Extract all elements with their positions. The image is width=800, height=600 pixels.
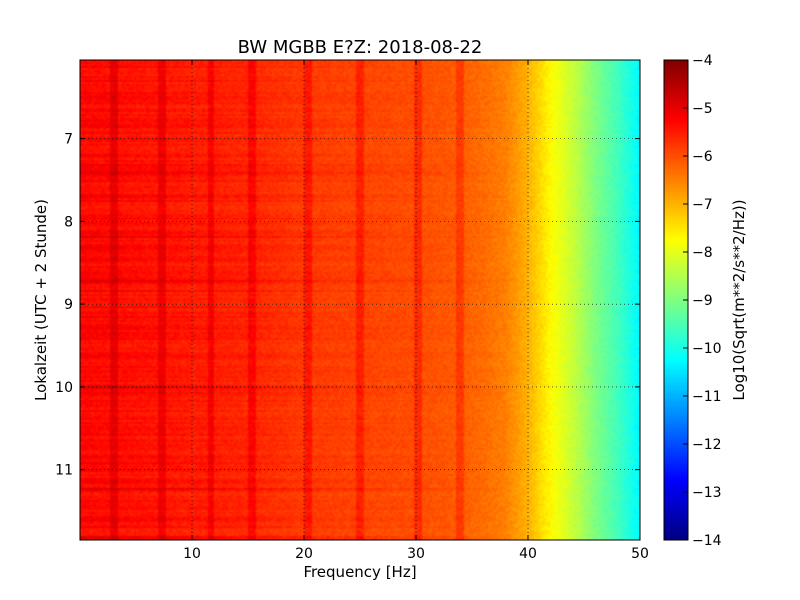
colorbar: −4 −5 −6 −7 −8 −9 −10 −11 −12 −13 −14 Log10(Sqrt(m… bbox=[663, 53, 748, 549]
spectrogram-plot: 10 20 30 40 50 7 8 9 10 11 bbox=[55, 59, 649, 562]
plot-frame bbox=[79, 59, 641, 541]
colorbar-label: Log10(Sqrt(m**2/s**2/Hz)) bbox=[730, 199, 748, 400]
y-tick-label: 8 bbox=[64, 214, 73, 230]
y-axis-label: Lokalzeit (UTC + 2 Stunde) bbox=[32, 199, 50, 401]
chart-title: BW MGBB E?Z: 2018-08-22 bbox=[238, 37, 483, 58]
colorbar-tick-label: −4 bbox=[692, 53, 713, 69]
y-axis-ticks: 7 8 9 10 11 bbox=[55, 132, 640, 479]
y-tick-label: 11 bbox=[55, 463, 73, 479]
colorbar-tick-label: −6 bbox=[692, 149, 713, 165]
colorbar-tick-label: −9 bbox=[692, 293, 713, 309]
colorbar-ticks: −4 −5 −6 −7 −8 −9 −10 −11 −12 −13 −14 bbox=[683, 53, 722, 549]
colorbar-tick-label: −11 bbox=[692, 389, 722, 405]
x-axis-label: Frequency [Hz] bbox=[303, 563, 416, 581]
colorbar-tick-label: −13 bbox=[692, 485, 722, 501]
grid-lines bbox=[80, 60, 640, 540]
colorbar-tick-label: −5 bbox=[692, 101, 713, 117]
y-tick-label: 10 bbox=[55, 380, 73, 396]
x-tick-label: 20 bbox=[295, 546, 313, 562]
x-axis-ticks: 10 20 30 40 50 bbox=[183, 60, 649, 562]
spectrogram-heatmap bbox=[80, 60, 640, 540]
colorbar-tick-label: −10 bbox=[692, 341, 722, 357]
x-tick-label: 30 bbox=[407, 546, 425, 562]
x-tick-label: 10 bbox=[183, 546, 201, 562]
colorbar-tick-label: −8 bbox=[692, 245, 713, 261]
y-tick-label: 9 bbox=[64, 297, 73, 313]
x-tick-label: 40 bbox=[519, 546, 537, 562]
x-tick-label: 50 bbox=[631, 546, 649, 562]
y-tick-label: 7 bbox=[64, 132, 73, 148]
colorbar-tick-label: −14 bbox=[692, 533, 722, 549]
colorbar-tick-label: −7 bbox=[692, 197, 713, 213]
colorbar-tick-label: −12 bbox=[692, 437, 722, 453]
